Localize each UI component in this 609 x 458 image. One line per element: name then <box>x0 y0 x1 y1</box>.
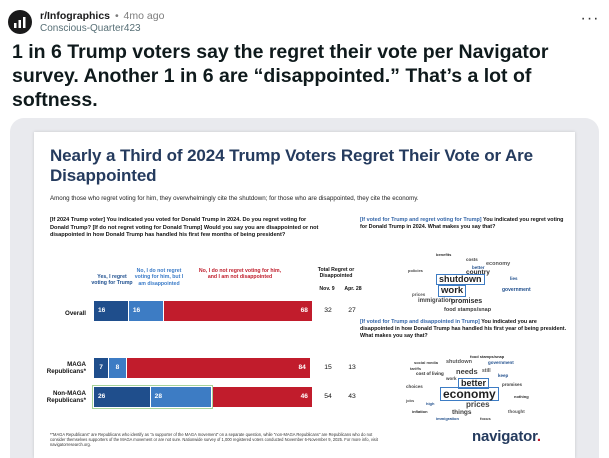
wordcloud-word: food stamps/snap <box>444 307 492 313</box>
highlight-outline <box>92 385 213 409</box>
wordcloud-word: policies <box>408 268 423 273</box>
wordcloud-word: prices <box>466 400 490 409</box>
wordcloud-word: country <box>466 269 490 276</box>
row-label-non-maga: Non-MAGA Republicans* <box>46 390 86 405</box>
bar-non-maga: 26 28 46 <box>94 387 312 407</box>
wordcloud-word: promises <box>451 298 483 305</box>
wordcloud-word: better <box>472 265 485 270</box>
author-name[interactable]: Conscious-Quarter423 <box>40 23 141 34</box>
post-time: 4mo ago <box>123 10 165 22</box>
bar-segment-non-maga-1: 26 <box>94 387 150 407</box>
wordcloud-word: work <box>438 285 467 297</box>
total-overall-apr: 27 <box>348 307 356 314</box>
separator-dot: • <box>114 10 119 22</box>
wordcloud-word: promises <box>502 382 523 387</box>
total-maga-nov: 15 <box>324 364 332 371</box>
wordcloud-word: social media <box>414 360 439 365</box>
wordcloud-word: costs <box>466 257 478 262</box>
wordcloud2-question-text: You indicated you are disappointed in ho… <box>360 319 567 339</box>
footnote: *"MAGA Republicans" are Republicans who … <box>50 432 378 448</box>
survey-question: [If 2024 Trump voter] You indicated you … <box>50 217 319 239</box>
wordcloud-word: lies <box>510 276 518 281</box>
legend-disappointed: No, I do not regret voting for him, but … <box>134 268 184 287</box>
apr-column-header: Apr. 28 <box>344 286 362 292</box>
navigator-logo: navigator. <box>472 428 541 445</box>
brand-name: navigator <box>472 428 537 445</box>
wordcloud-word: jobs <box>406 398 415 403</box>
legend-not-disappointed: No, I do not regret voting for him, and … <box>198 268 282 281</box>
wordcloud-disappointed: food stamps/snap social media shutdown gove… <box>406 354 556 424</box>
total-column-header: Total Regret or Disappointed <box>317 267 355 280</box>
post-image[interactable]: Nearly a Third of 2024 Trump Voters Regr… <box>10 118 599 458</box>
infographic-title: Nearly a Third of 2024 Trump Voters Regr… <box>50 146 534 185</box>
bar-segment-maga-1: 7 <box>94 358 109 378</box>
total-non-maga-nov: 54 <box>324 393 332 400</box>
bar-segment-non-maga-2: 28 <box>150 387 211 407</box>
wordcloud1-question-text: You indicated you regret voting for Dona… <box>360 217 564 230</box>
wordcloud-word: immigration <box>418 298 453 304</box>
wordcloud-word: thought <box>508 409 525 414</box>
wordcloud-word: prices <box>412 292 426 297</box>
chart-icon <box>14 17 26 28</box>
bar-overall: 16 16 68 <box>94 301 312 321</box>
bar-segment-maga-2: 8 <box>109 358 126 378</box>
wordcloud2-question: [If voted for Trump and disappointed in … <box>360 319 570 340</box>
post-header: r/Infographics • 4mo ago Conscious-Quart… <box>8 8 601 38</box>
brand-dot: . <box>536 428 541 445</box>
wordcloud-word: economy <box>440 387 499 401</box>
wordcloud-word: food stamps/snap <box>470 354 505 359</box>
wordcloud-word: things <box>452 409 472 416</box>
infographic-card: Nearly a Third of 2024 Trump Voters Regr… <box>34 132 575 458</box>
row-label-maga: MAGA Republicans* <box>46 361 86 376</box>
subreddit-name[interactable]: r/Infographics <box>40 10 111 22</box>
legend-yes-regret: Yes, I regret voting for Trump <box>91 274 133 287</box>
total-maga-apr: 13 <box>348 364 356 371</box>
wordcloud1-question: [If voted for Trump and regret voting fo… <box>360 217 570 231</box>
wordcloud-word: government <box>502 287 531 293</box>
wordcloud-word: better <box>458 378 490 389</box>
bar-segment-overall-3: 68 <box>163 301 312 321</box>
wordcloud-word: focus <box>480 416 491 421</box>
nov-column-header: Nov. 9 <box>319 286 335 292</box>
wordcloud-regret: benefits costs economy better policies countr… <box>406 252 556 313</box>
infographic-subtitle: Among those who regret voting for him, t… <box>50 195 419 202</box>
wordcloud-word: economy <box>486 261 511 267</box>
wordcloud-word: keep <box>498 373 509 378</box>
wordcloud-word: shutdown <box>436 274 485 285</box>
bar-segment-overall-1: 16 <box>94 301 128 321</box>
wordcloud-word: needs <box>456 367 478 376</box>
total-non-maga-apr: 43 <box>348 393 356 400</box>
total-overall-nov: 32 <box>324 307 332 314</box>
subreddit-avatar[interactable] <box>8 10 32 34</box>
bar-segment-non-maga-3: 46 <box>211 387 312 407</box>
bar-segment-maga-3: 84 <box>126 358 310 378</box>
wordcloud-word: choices <box>406 384 423 389</box>
wordcloud-word: high <box>426 401 435 406</box>
subreddit-line: r/Infographics • 4mo ago <box>40 10 164 22</box>
wordcloud-word: government <box>488 360 514 365</box>
wordcloud2-question-filter: [If voted for Trump and disappointed in … <box>360 319 480 325</box>
wordcloud-word: work <box>446 376 457 381</box>
wordcloud-word: cost of living <box>416 371 444 376</box>
wordcloud-word: benefits <box>436 252 452 257</box>
more-options-button[interactable]: ··· <box>580 10 600 27</box>
wordcloud-word: tariffs <box>410 366 422 371</box>
wordcloud-word: still <box>482 368 491 374</box>
wordcloud1-question-filter: [If voted for Trump and regret voting fo… <box>360 217 482 223</box>
wordcloud-word: shutdown <box>446 359 472 365</box>
row-label-overall: Overall <box>65 310 86 317</box>
bar-segment-overall-2: 16 <box>128 301 163 321</box>
wordcloud-word: immigration <box>436 416 459 421</box>
wordcloud-word: inflation <box>412 409 428 414</box>
post-title[interactable]: 1 in 6 Trump voters say the regret their… <box>12 41 549 111</box>
wordcloud-word: nothing <box>514 394 529 399</box>
bar-maga: 7 8 84 <box>94 358 312 378</box>
